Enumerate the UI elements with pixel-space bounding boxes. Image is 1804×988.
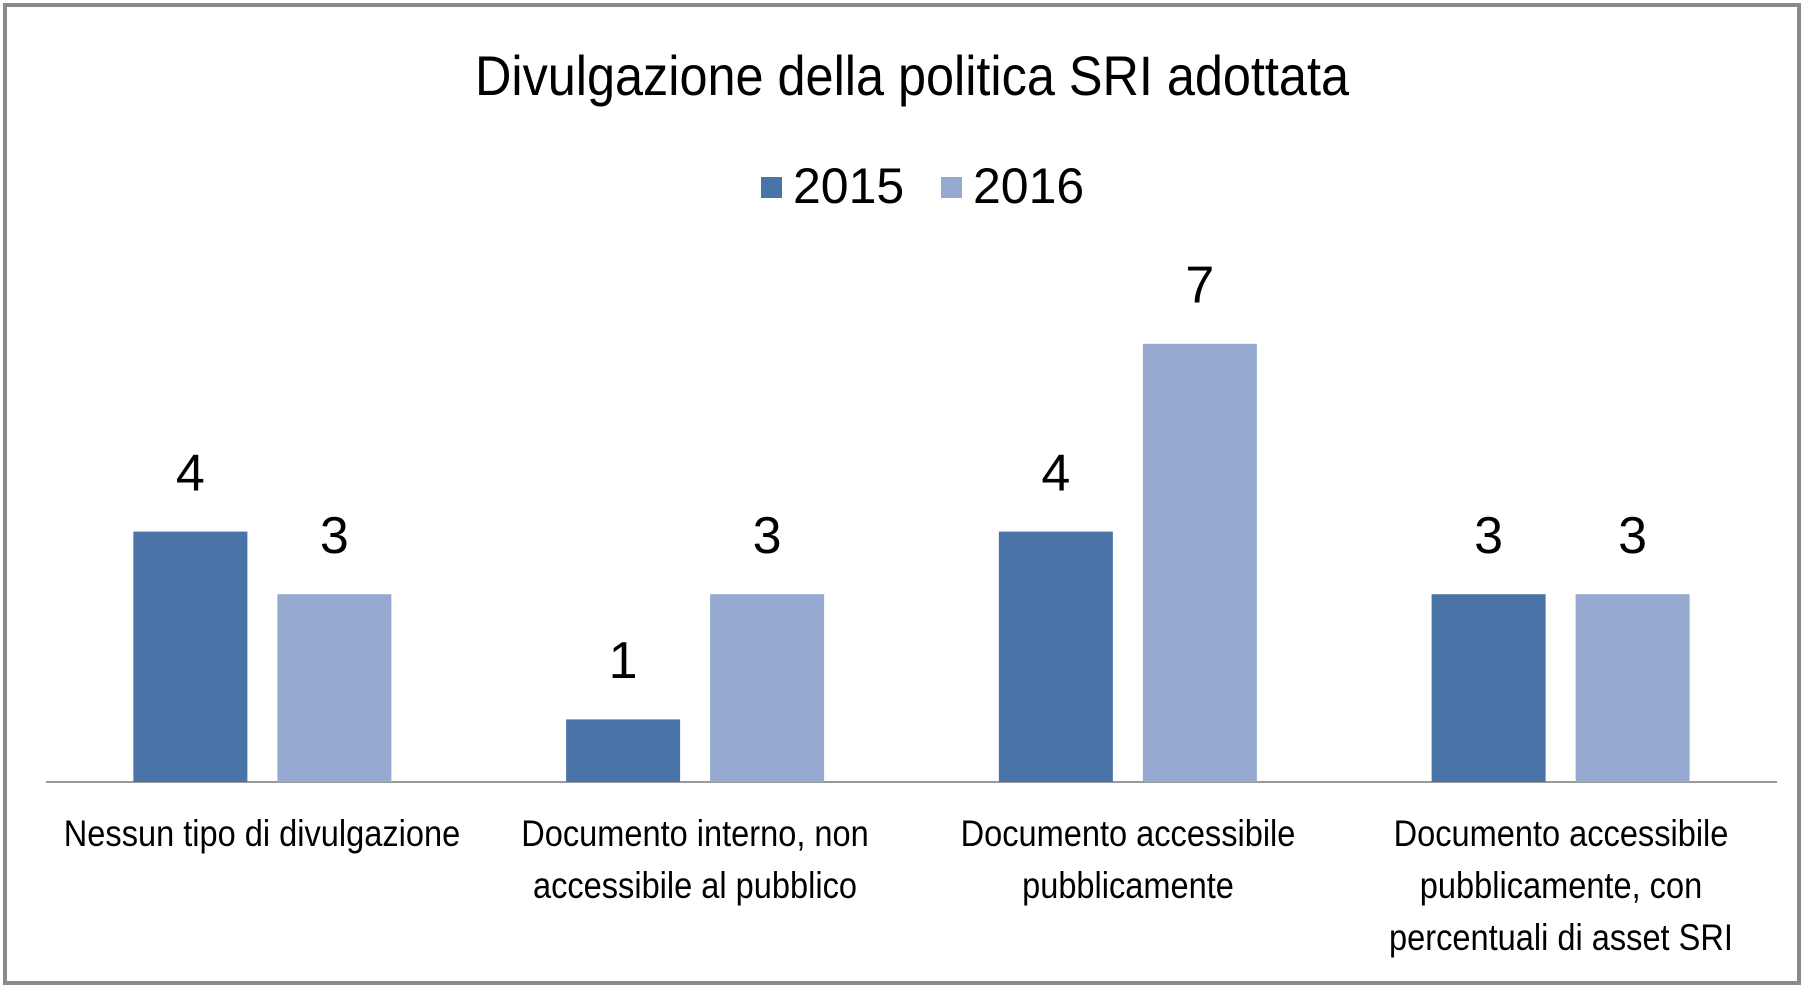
data-label: 3 [320,507,349,565]
data-label: 3 [1618,507,1647,565]
data-label: 4 [176,444,205,502]
chart-border [3,3,1801,985]
data-label: 4 [1041,444,1070,502]
legend-swatch [761,177,782,198]
data-label: 3 [1474,507,1503,565]
bar [1575,594,1690,782]
legend-swatch [941,177,962,198]
bar [566,719,681,782]
legend-label: 2015 [793,158,904,214]
legend-label: 2016 [973,158,1084,214]
bar [133,531,248,782]
data-label: 7 [1185,257,1214,315]
bar [1142,343,1257,782]
bar [1431,594,1546,782]
chart-title: Divulgazione della politica SRI adottata [475,45,1349,107]
bar [710,594,825,782]
x-tick-label: Nessun tipo di divulgazione [64,813,461,854]
bar [998,531,1113,782]
bar [277,594,392,782]
data-label: 1 [609,632,638,690]
data-label: 3 [753,507,782,565]
x-tick-label: Documento accessibile pubblicamente, con… [1388,813,1733,958]
x-tick-label: Documento interno, non accessibile al pu… [521,813,869,906]
x-tick-label: Documento accessibile pubblicamente [960,813,1296,906]
